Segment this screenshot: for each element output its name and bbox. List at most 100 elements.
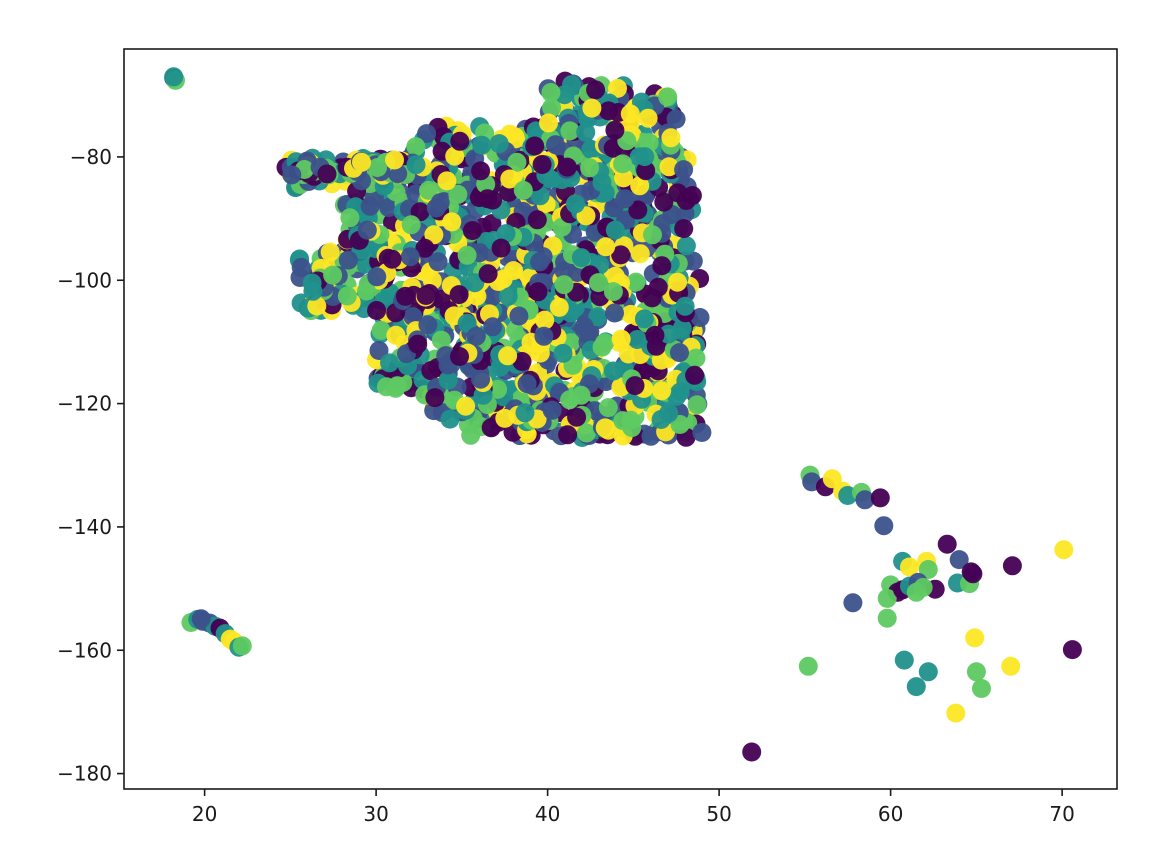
y-tick-label: −120	[57, 392, 112, 416]
scatter-point	[367, 301, 387, 320]
scatter-point	[421, 361, 441, 381]
scatter-point	[425, 388, 445, 408]
scatter-point	[471, 161, 491, 181]
scatter-point	[515, 403, 535, 423]
scatter-point	[918, 662, 938, 682]
scatter-point	[855, 490, 875, 510]
scatter-point	[507, 152, 527, 172]
scatter-point	[379, 198, 399, 217]
scatter-point	[395, 286, 415, 306]
scatter-point	[690, 308, 710, 327]
scatter-point	[659, 157, 679, 177]
scatter-point	[478, 264, 498, 284]
scatter-point	[560, 121, 580, 141]
scatter-point	[416, 286, 436, 305]
scatter-point	[937, 534, 957, 554]
scatter-point	[408, 334, 428, 354]
scatter-point	[541, 83, 561, 102]
scatter-point	[539, 113, 558, 133]
scatter-point	[620, 104, 640, 124]
scatter-point	[972, 679, 991, 698]
scatter-point	[675, 296, 695, 316]
scatter-point	[652, 381, 672, 401]
scatter-point	[431, 330, 451, 350]
scatter-point	[323, 265, 343, 285]
scatter-point	[565, 194, 585, 214]
scatter-point	[628, 200, 648, 220]
scatter-point	[371, 320, 391, 340]
scatter-point	[512, 352, 532, 371]
scatter-point	[589, 273, 608, 293]
x-tick-label: 40	[535, 802, 560, 826]
scatter-point	[483, 317, 503, 337]
scatter-point	[1054, 540, 1074, 560]
scatter-point	[498, 286, 518, 306]
scatter-point	[636, 161, 656, 181]
scatter-point	[376, 377, 396, 397]
scatter-point	[674, 219, 694, 239]
scatter-point	[674, 160, 694, 180]
scatter-point	[495, 408, 515, 428]
scatter-point	[635, 147, 655, 167]
scatter-point	[580, 158, 600, 178]
scatter-point	[614, 168, 633, 188]
scatter-point	[428, 252, 448, 272]
x-tick-label: 70	[1049, 802, 1074, 826]
scatter-point	[368, 158, 387, 177]
scatter-point	[445, 146, 465, 166]
scatter-point	[900, 557, 919, 577]
scatter-point	[553, 343, 573, 363]
scatter-point	[419, 180, 438, 200]
scatter-point	[605, 220, 625, 240]
scatter-point	[517, 374, 537, 394]
scatter-point	[574, 317, 594, 336]
scatter-point	[596, 237, 616, 257]
scatter-point	[608, 78, 627, 98]
scatter-point	[385, 150, 404, 170]
scatter-point	[645, 325, 665, 345]
scatter-point	[630, 176, 650, 196]
y-tick-label: −80	[70, 145, 112, 169]
x-tick-label: 50	[706, 802, 731, 826]
scatter-point	[611, 245, 631, 265]
scatter-point	[913, 577, 933, 597]
scatter-point	[621, 410, 641, 430]
plot-frame	[123, 48, 1118, 790]
scatter-point	[1062, 640, 1082, 660]
scatter-point	[496, 224, 516, 244]
scatter-point	[317, 164, 337, 184]
scatter-point	[798, 656, 818, 676]
scatter-point	[571, 248, 591, 268]
scatter-point	[667, 386, 687, 406]
scatter-point	[513, 180, 533, 200]
scatter-point	[291, 257, 311, 277]
scatter-point	[282, 165, 302, 185]
scatter-point	[489, 134, 509, 154]
x-axis: 20 30 40 50 60 70	[192, 789, 1075, 826]
y-tick-label: −140	[57, 515, 112, 539]
scatter-point	[367, 267, 387, 287]
scatter-point	[560, 390, 580, 410]
scatter-point	[613, 154, 633, 174]
scatter-point	[641, 426, 661, 446]
scatter-point	[1002, 556, 1022, 576]
scatter-point	[302, 273, 322, 293]
scatter-point	[906, 677, 926, 697]
points-layer	[164, 67, 1082, 762]
scatter-point	[418, 315, 438, 335]
scatter-point	[949, 550, 969, 570]
scatter-point	[164, 67, 184, 87]
scatter-point	[687, 395, 707, 415]
scatter-point	[546, 135, 565, 155]
scatter-point	[442, 212, 462, 232]
scatter-point	[643, 225, 662, 245]
scatter-point	[692, 423, 712, 442]
scatter-point	[661, 128, 681, 148]
scatter-point	[598, 398, 618, 418]
scatter-point	[380, 353, 399, 373]
scatter-point	[482, 287, 502, 306]
scatter-point	[683, 251, 703, 271]
scatter-point	[500, 169, 520, 189]
scatter-point	[426, 198, 446, 218]
